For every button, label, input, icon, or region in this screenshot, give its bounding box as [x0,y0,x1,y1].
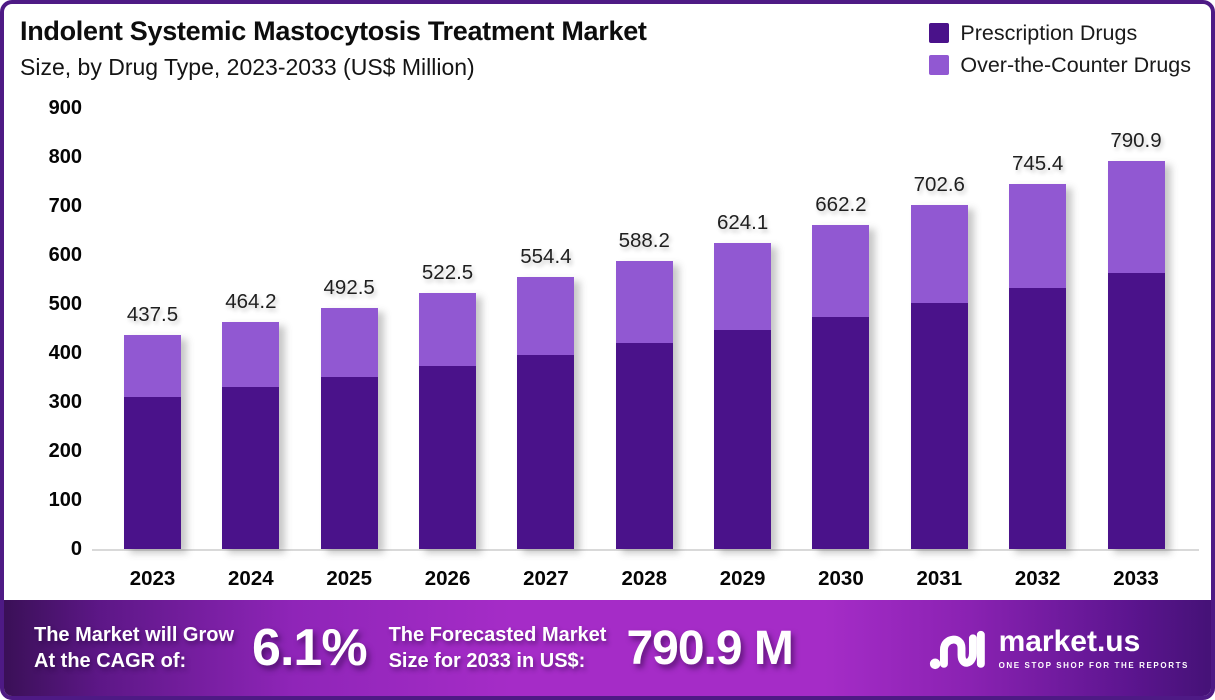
bar-2023[interactable] [124,334,181,549]
x-axis-label-2031: 2031 [916,567,963,590]
y-axis-tick-700: 700 [48,195,82,217]
y-axis-tick-900: 900 [48,97,82,119]
bar-2025-otc-segment[interactable] [320,307,378,378]
bar-total-label-2031: 702.6 [913,172,965,196]
bar-2031-otc-segment[interactable] [910,204,968,304]
page-title: Indolent Systemic Mastocytosis Treatment… [20,16,647,46]
legend-item-label: Prescription Drugs [960,20,1138,45]
bar-2024-prescription-segment[interactable] [222,387,280,549]
y-axis-tick-300: 300 [48,391,82,413]
y-axis-tick-600: 600 [48,244,82,266]
bar-2029-prescription-segment[interactable] [714,330,772,549]
bar-total-label-2033: 790.9 [1110,129,1162,153]
bar-2024[interactable] [222,321,280,549]
cagr-label: The Market will Grow At the CAGR of: [34,624,235,672]
bar-2027[interactable] [517,277,575,549]
bar-2028[interactable] [615,260,673,549]
y-axis-tick-100: 100 [48,489,82,511]
bar-total-label-2032: 745.4 [1011,151,1064,175]
bar-2026-otc-segment[interactable] [419,292,477,367]
bar-2025-prescription-segment[interactable] [320,377,378,549]
forecast-label: The Forecasted Market Size for 2033 in U… [388,624,607,672]
bar-2025[interactable] [320,307,378,549]
bar-2023-otc-segment[interactable] [124,334,181,397]
bar-2033[interactable] [1107,161,1165,549]
bar-2026[interactable] [419,292,477,549]
bar-2032[interactable] [1009,183,1067,549]
chart-subtitle: Size, by Drug Type, 2023-2033 (US$ Milli… [20,54,475,80]
x-axis-label-2028: 2028 [621,567,668,590]
legend-item-prescription-drugs[interactable]: Prescription Drugs [929,17,1191,49]
bar-2030-otc-segment[interactable] [812,224,870,317]
x-axis-label-2025: 2025 [326,567,372,590]
y-axis-tick-200: 200 [48,440,82,462]
bar-total-label-2027: 554.4 [520,245,572,269]
bar-total-label-2026: 522.5 [421,260,474,284]
x-axis-label-2026: 2026 [424,567,471,590]
legend: Prescription Drugs Over-the-Counter Drugs [929,17,1191,81]
bar-2033-prescription-segment[interactable] [1107,272,1165,549]
y-axis-tick-500: 500 [48,293,82,315]
cagr-value: 6.1% [252,619,368,677]
x-axis-label-2024: 2024 [228,567,274,590]
x-axis-label-2032: 2032 [1014,567,1061,590]
bar-2027-otc-segment[interactable] [517,277,575,356]
y-axis-tick-400: 400 [48,342,82,364]
bar-total-label-2028: 588.2 [618,228,670,252]
y-axis-tick-0: 0 [70,538,82,560]
marketus-brand[interactable]: market.us ONE STOP SHOP FOR THE REPORTS [929,622,1189,674]
cagr-banner: The Market will Grow At the CAGR of: 6.1… [4,600,1211,696]
bar-2030[interactable] [812,224,870,549]
bar-2028-otc-segment[interactable] [615,260,673,344]
x-axis-label-2033: 2033 [1113,567,1159,590]
bar-total-label-2023: 437.5 [126,302,179,326]
legend-item-label: Over-the-Counter Drugs [960,52,1191,77]
bar-2032-otc-segment[interactable] [1009,183,1067,289]
chart-header: Indolent Systemic Mastocytosis Treatment… [20,16,820,81]
bar-total-label-2029: 624.1 [716,211,769,235]
x-axis-label-2030: 2030 [818,567,864,590]
bar-total-label-2030: 662.2 [815,192,867,216]
bar-total-label-2024: 464.2 [225,289,277,313]
bar-2033-otc-segment[interactable] [1107,161,1165,273]
bar-2026-prescription-segment[interactable] [419,366,477,549]
y-axis-tick-800: 800 [48,146,82,168]
brand-tagline: ONE STOP SHOP FOR THE REPORTS [998,660,1189,670]
x-axis-label-2029: 2029 [719,567,766,590]
plot-area: 0 100 200 300 400 500 600 700 800 900 437.5 2023 464… [4,4,1211,696]
bar-2031-prescription-segment[interactable] [910,303,968,549]
bar-total-label-2025: 492.5 [323,275,375,299]
marketus-logo-icon [929,630,985,670]
bar-2028-prescription-segment[interactable] [615,343,673,549]
bar-2029[interactable] [714,243,772,549]
x-axis-line [92,549,1199,551]
legend-swatch [929,23,950,43]
bar-2032-prescription-segment[interactable] [1009,288,1067,549]
brand-name: market.us [998,624,1141,658]
bar-2027-prescription-segment[interactable] [517,355,575,549]
legend-swatch [929,55,950,75]
brand-text: market.us ONE STOP SHOP FOR THE REPORTS [998,624,1189,670]
bar-2023-prescription-segment[interactable] [124,396,181,549]
forecast-value: 790.9 M [626,621,793,675]
x-axis-label-2027: 2027 [523,567,569,590]
bar-2030-prescription-segment[interactable] [812,316,870,549]
legend-item-over-the-counter-drugs[interactable]: Over-the-Counter Drugs [929,49,1191,81]
x-axis-label-2023: 2023 [129,567,176,590]
bar-2029-otc-segment[interactable] [714,243,772,331]
bar-2024-otc-segment[interactable] [222,321,280,388]
bar-2031[interactable] [910,204,968,549]
